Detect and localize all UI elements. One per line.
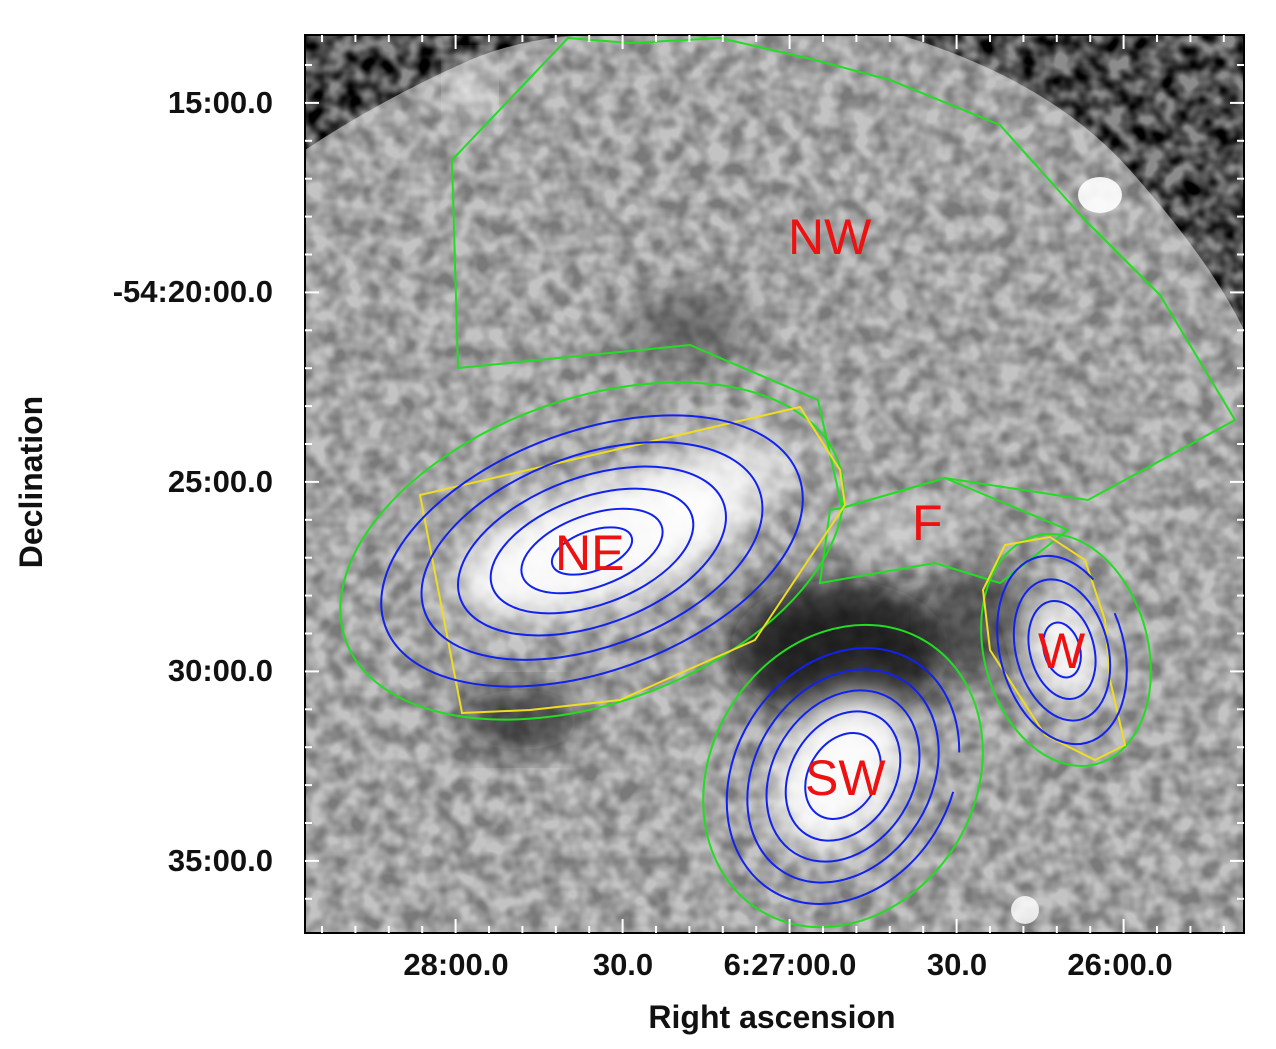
x-axis-label: Right ascension [648,999,895,1035]
y-tick-label: 15:00.0 [168,85,273,120]
nw-region-outline [450,36,1237,510]
x-tick-labels: 28:00.0 30.0 6:27:00.0 30.0 26:00.0 [403,947,1172,982]
x-tick-label: 28:00.0 [403,947,508,982]
region-outlines [339,36,1237,929]
sky-image: NW NE F W SW [305,35,1244,933]
ne-contours [380,414,804,688]
x-tick-label: 30.0 [927,947,987,982]
region-label-ne: NE [555,525,624,581]
y-tick-label: 25:00.0 [168,464,273,499]
w-inner-outline [981,535,1127,762]
sw-contours [725,647,961,905]
field-of-view [305,35,1244,933]
tick-marks [305,35,1244,933]
w-region-outline [980,533,1152,767]
x-tick-label: 26:00.0 [1067,947,1172,982]
inner-outlines [418,405,1127,762]
region-label-nw: NW [788,209,872,265]
f-region-outline [818,476,1070,585]
region-labels: NW NE F W SW [555,209,1086,806]
sw-region-outline [702,623,984,929]
y-tick-label: -54:20:00.0 [113,274,273,309]
y-axis-label: Declination [13,396,49,568]
y-tick-labels: 15:00.0 -54:20:00.0 25:00.0 30:00.0 35:0… [113,85,273,878]
w-contours [996,554,1128,746]
x-tick-label: 30.0 [593,947,653,982]
contour-lines [380,414,1128,905]
image-frame [304,34,1245,934]
y-tick-label: 35:00.0 [168,843,273,878]
region-label-sw: SW [805,750,886,806]
y-tick-label: 30:00.0 [168,653,273,688]
region-label-f: F [912,495,943,551]
x-tick-label: 6:27:00.0 [724,947,857,982]
ne-region-outline [339,381,845,721]
region-label-w: W [1038,623,1086,679]
ne-inner-outline [418,405,847,715]
